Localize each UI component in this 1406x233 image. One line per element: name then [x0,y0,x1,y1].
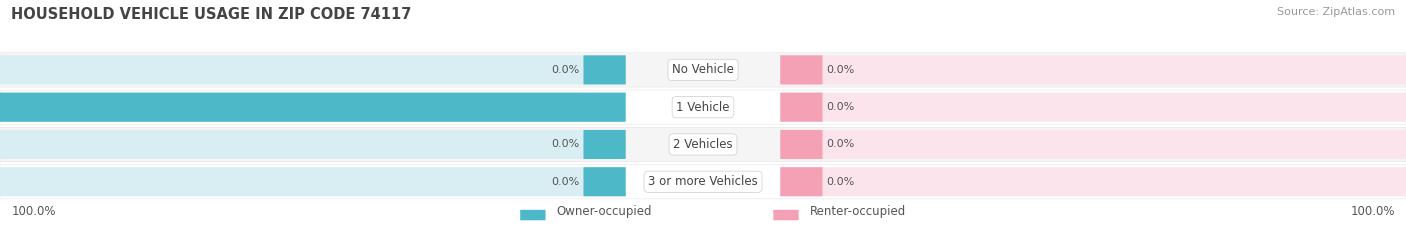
FancyBboxPatch shape [0,167,626,196]
FancyBboxPatch shape [780,55,1406,84]
FancyBboxPatch shape [583,55,626,84]
Text: HOUSEHOLD VEHICLE USAGE IN ZIP CODE 74117: HOUSEHOLD VEHICLE USAGE IN ZIP CODE 7411… [11,7,412,22]
Text: Owner-occupied: Owner-occupied [557,205,652,218]
FancyBboxPatch shape [0,90,1406,124]
FancyBboxPatch shape [0,53,1406,87]
FancyBboxPatch shape [773,210,799,220]
Text: 100.0%: 100.0% [1350,205,1395,218]
Text: 0.0%: 0.0% [551,177,581,187]
FancyBboxPatch shape [0,93,626,122]
Text: Renter-occupied: Renter-occupied [810,205,905,218]
FancyBboxPatch shape [0,55,626,84]
FancyBboxPatch shape [0,164,1406,199]
Text: 0.0%: 0.0% [827,102,855,112]
FancyBboxPatch shape [780,93,823,122]
Text: 0.0%: 0.0% [827,177,855,187]
FancyBboxPatch shape [0,93,626,122]
Text: 0.0%: 0.0% [551,65,581,75]
FancyBboxPatch shape [780,167,1406,196]
FancyBboxPatch shape [520,210,546,220]
Text: 0.0%: 0.0% [827,140,855,149]
FancyBboxPatch shape [0,130,626,159]
Text: 0.0%: 0.0% [827,65,855,75]
FancyBboxPatch shape [583,167,626,196]
FancyBboxPatch shape [0,127,1406,162]
Text: 1 Vehicle: 1 Vehicle [676,101,730,114]
FancyBboxPatch shape [780,55,823,84]
FancyBboxPatch shape [583,130,626,159]
Text: 100.0%: 100.0% [11,205,56,218]
FancyBboxPatch shape [780,167,823,196]
FancyBboxPatch shape [780,130,1406,159]
FancyBboxPatch shape [780,93,1406,122]
Text: Source: ZipAtlas.com: Source: ZipAtlas.com [1277,7,1395,17]
Text: 3 or more Vehicles: 3 or more Vehicles [648,175,758,188]
Text: 0.0%: 0.0% [551,140,581,149]
Text: No Vehicle: No Vehicle [672,63,734,76]
Text: 2 Vehicles: 2 Vehicles [673,138,733,151]
FancyBboxPatch shape [780,130,823,159]
